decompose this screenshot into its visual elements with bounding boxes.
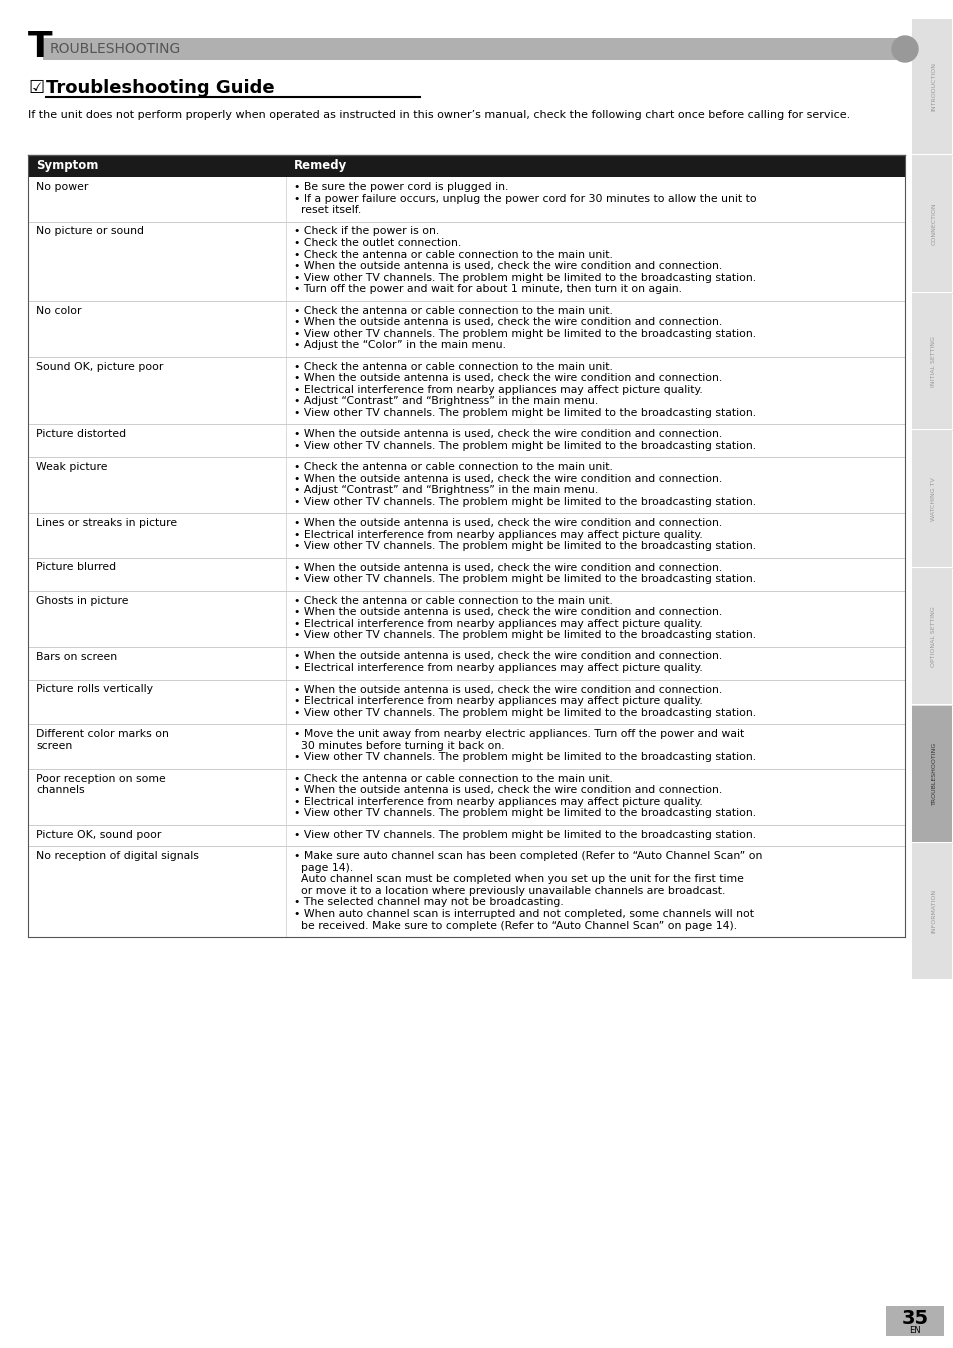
Text: • Be sure the power cord is plugged in.
• If a power failure occurs, unplug the : • Be sure the power cord is plugged in. … [294,182,756,216]
Text: No picture or sound: No picture or sound [36,226,144,236]
Text: INTRODUCTION: INTRODUCTION [930,62,936,112]
Text: Bars on screen: Bars on screen [36,651,117,662]
Text: • Make sure auto channel scan has been completed (Refer to “Auto Channel Scan” o: • Make sure auto channel scan has been c… [294,851,761,930]
Text: T: T [28,30,52,63]
Text: ROUBLESHOOTING: ROUBLESHOOTING [50,42,181,57]
Text: 35: 35 [901,1309,927,1328]
Text: • When the outside antenna is used, check the wire condition and connection.
• E: • When the outside antenna is used, chec… [294,685,756,717]
Text: Sound OK, picture poor: Sound OK, picture poor [36,361,163,372]
Text: TROUBLESHOOTING: TROUBLESHOOTING [930,743,936,806]
Text: • Check the antenna or cable connection to the main unit.
• When the outside ant: • Check the antenna or cable connection … [294,774,756,818]
Text: Poor reception on some
channels: Poor reception on some channels [36,774,166,795]
Text: INFORMATION: INFORMATION [930,890,936,933]
Text: • When the outside antenna is used, check the wire condition and connection.
• E: • When the outside antenna is used, chec… [294,518,756,551]
Text: Ghosts in picture: Ghosts in picture [36,596,129,605]
Text: • Check the antenna or cable connection to the main unit.
• When the outside ant: • Check the antenna or cable connection … [294,462,756,507]
Text: WATCHING TV: WATCHING TV [930,477,936,520]
Bar [911,294,951,429]
Text: EN: EN [908,1326,920,1335]
Text: • When the outside antenna is used, check the wire condition and connection.
• V: • When the outside antenna is used, chec… [294,562,756,584]
Text: Picture rolls vertically: Picture rolls vertically [36,685,152,694]
Bar [43,38,904,61]
Text: No color: No color [36,306,81,315]
Text: Remedy: Remedy [294,159,347,173]
Text: Symptom: Symptom [36,159,98,173]
Text: • View other TV channels. The problem might be limited to the broadcasting stati: • View other TV channels. The problem mi… [294,829,756,840]
Bar [885,1306,943,1336]
Text: Weak picture: Weak picture [36,462,108,472]
Text: • When the outside antenna is used, check the wire condition and connection.
• E: • When the outside antenna is used, chec… [294,651,721,673]
Text: Different color marks on
screen: Different color marks on screen [36,729,169,751]
Bar [911,431,951,566]
Text: INITIAL SETTING: INITIAL SETTING [930,336,936,387]
Text: Lines or streaks in picture: Lines or streaks in picture [36,518,177,528]
Bar [911,844,951,979]
Text: If the unit does not perform properly when operated as instructed in this owner’: If the unit does not perform properly wh… [28,111,849,120]
Text: • Check if the power is on.
• Check the outlet connection.
• Check the antenna o: • Check if the power is on. • Check the … [294,226,756,294]
Text: • Check the antenna or cable connection to the main unit.
• When the outside ant: • Check the antenna or cable connection … [294,306,756,350]
Bar [911,569,951,704]
Text: OPTIONAL SETTING: OPTIONAL SETTING [930,607,936,667]
Text: No reception of digital signals: No reception of digital signals [36,851,198,861]
Text: CONNECTION: CONNECTION [930,202,936,245]
Text: • Check the antenna or cable connection to the main unit.
• When the outside ant: • Check the antenna or cable connection … [294,361,756,418]
Bar [28,155,904,177]
Bar [911,19,951,155]
Text: ☑: ☑ [28,80,44,97]
Text: • Check the antenna or cable connection to the main unit.
• When the outside ant: • Check the antenna or cable connection … [294,596,756,640]
Text: • Move the unit away from nearby electric appliances. Turn off the power and wai: • Move the unit away from nearby electri… [294,729,756,762]
Bar [911,706,951,841]
Text: Troubleshooting Guide: Troubleshooting Guide [46,80,274,97]
Text: Picture distorted: Picture distorted [36,429,126,439]
Text: No power: No power [36,182,89,191]
Text: • When the outside antenna is used, check the wire condition and connection.
• V: • When the outside antenna is used, chec… [294,429,756,450]
Text: Picture OK, sound poor: Picture OK, sound poor [36,829,161,840]
Text: Picture blurred: Picture blurred [36,562,116,573]
Circle shape [891,36,917,62]
Bar [911,156,951,293]
